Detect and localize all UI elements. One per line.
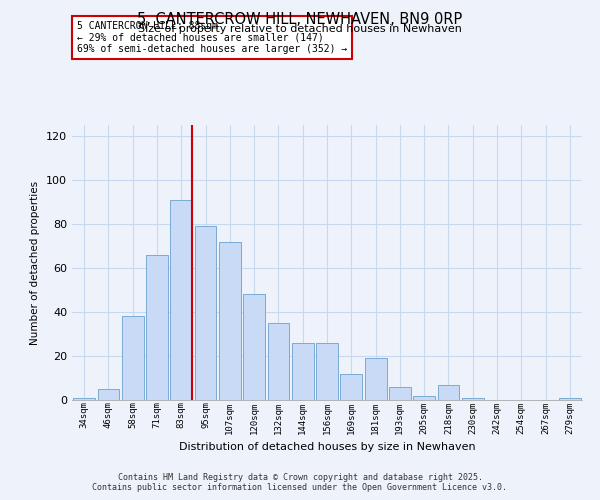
Bar — [268, 323, 289, 400]
Bar — [194, 226, 217, 400]
X-axis label: Distribution of detached houses by size in Newhaven: Distribution of detached houses by size … — [179, 442, 475, 452]
Y-axis label: Number of detached properties: Number of detached properties — [31, 180, 40, 344]
Text: 5, CANTERCROW HILL, NEWHAVEN, BN9 0RP: 5, CANTERCROW HILL, NEWHAVEN, BN9 0RP — [137, 12, 463, 28]
Bar — [340, 374, 362, 400]
Bar — [122, 316, 143, 400]
Bar — [73, 398, 95, 400]
Bar — [146, 255, 168, 400]
Bar — [389, 387, 411, 400]
Bar — [437, 384, 460, 400]
Bar — [219, 242, 241, 400]
Text: 5 CANTERCROW HILL: 88sqm
← 29% of detached houses are smaller (147)
69% of semi-: 5 CANTERCROW HILL: 88sqm ← 29% of detach… — [77, 20, 347, 54]
Text: Size of property relative to detached houses in Newhaven: Size of property relative to detached ho… — [138, 24, 462, 34]
Bar — [413, 396, 435, 400]
Bar — [243, 294, 265, 400]
Bar — [292, 343, 314, 400]
Bar — [316, 343, 338, 400]
Bar — [559, 398, 581, 400]
Text: Contains HM Land Registry data © Crown copyright and database right 2025.: Contains HM Land Registry data © Crown c… — [118, 472, 482, 482]
Bar — [97, 389, 119, 400]
Bar — [462, 398, 484, 400]
Bar — [365, 358, 386, 400]
Text: Contains public sector information licensed under the Open Government Licence v3: Contains public sector information licen… — [92, 484, 508, 492]
Bar — [170, 200, 192, 400]
